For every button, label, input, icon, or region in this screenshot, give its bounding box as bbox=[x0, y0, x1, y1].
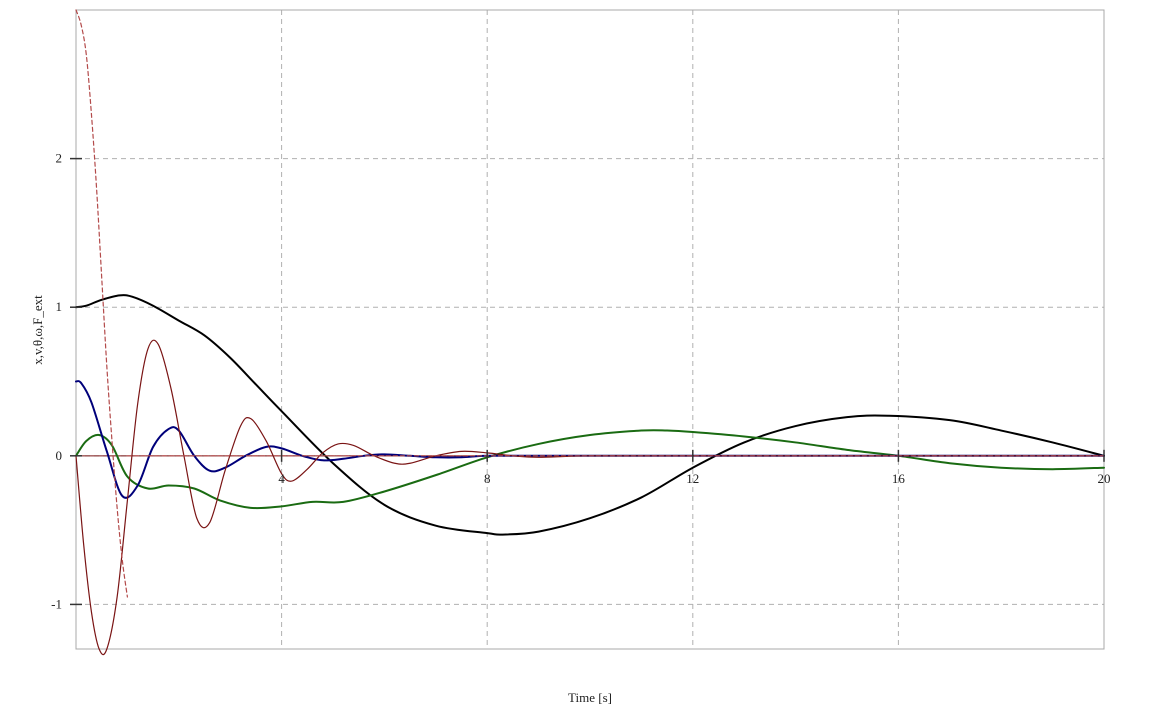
y-tick-label: 2 bbox=[56, 151, 63, 166]
series-line-v bbox=[75, 429, 1105, 510]
series-line-θ bbox=[75, 380, 1105, 499]
y-axis-label: x,v,θ,ω,F_ext bbox=[30, 295, 45, 365]
plot-frame bbox=[75, 9, 1105, 650]
series-lines bbox=[75, 9, 1105, 656]
x-axis-label: Time [s] bbox=[568, 690, 612, 705]
y-tick-label: 1 bbox=[56, 299, 63, 314]
series-line-ω bbox=[75, 339, 1105, 656]
y-tick-label: 0 bbox=[56, 448, 63, 463]
x-tick-label: 4 bbox=[278, 471, 285, 486]
series-line-F_ext bbox=[75, 9, 128, 598]
x-tick-label: 8 bbox=[484, 471, 491, 486]
grid-lines bbox=[76, 10, 1105, 649]
x-tick-label: 20 bbox=[1098, 471, 1111, 486]
y-tick-label: -1 bbox=[51, 596, 62, 611]
x-tick-label: 16 bbox=[892, 471, 906, 486]
series-line-x bbox=[75, 294, 1105, 536]
x-tick-label: 12 bbox=[686, 471, 699, 486]
